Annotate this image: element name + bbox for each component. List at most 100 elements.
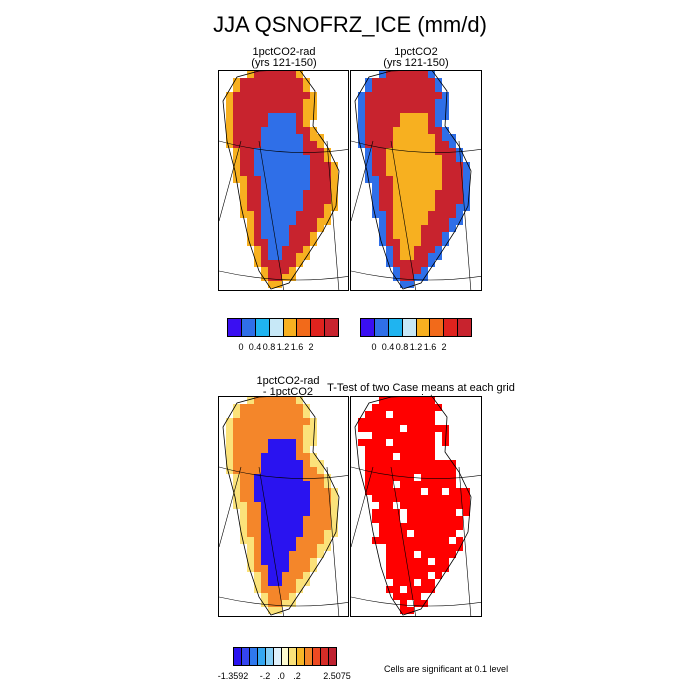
- map-cell: [407, 411, 414, 418]
- map-cell: [240, 85, 247, 92]
- map-cell: [261, 232, 268, 239]
- map-cell: [386, 85, 393, 92]
- map-cell: [268, 453, 275, 460]
- map-cell: [254, 537, 261, 544]
- map-cell: [275, 516, 282, 523]
- map-cell: [414, 509, 421, 516]
- map-cell: [261, 225, 268, 232]
- map-cell: [449, 162, 456, 169]
- map-cell: [268, 530, 275, 537]
- map-cell: [289, 148, 296, 155]
- map-cell: [407, 572, 414, 579]
- map-cell: [289, 134, 296, 141]
- map-cell: [261, 446, 268, 453]
- map-cell: [289, 85, 296, 92]
- map-cell: [268, 544, 275, 551]
- colorbar-tick-label: .2: [293, 671, 301, 681]
- map-cell: [435, 85, 442, 92]
- map-cell: [435, 460, 442, 467]
- colorbar-swatch: [430, 319, 444, 336]
- map-cell: [414, 183, 421, 190]
- map-cell: [282, 425, 289, 432]
- map-cell: [233, 439, 240, 446]
- map-cell: [400, 120, 407, 127]
- map-cell: [233, 120, 240, 127]
- map-cell: [303, 99, 310, 106]
- map-cell: [435, 155, 442, 162]
- map-cell: [261, 397, 268, 404]
- map-cell: [414, 481, 421, 488]
- map-cell: [254, 516, 261, 523]
- map-cell: [372, 134, 379, 141]
- map-cell: [379, 446, 386, 453]
- map-cell: [393, 85, 400, 92]
- map-cell: [247, 71, 254, 78]
- map-cell: [289, 169, 296, 176]
- map-cell: [379, 502, 386, 509]
- map-cell: [379, 467, 386, 474]
- map-cell: [463, 509, 470, 516]
- map-cell: [428, 218, 435, 225]
- map-cell: [268, 460, 275, 467]
- map-cell: [386, 460, 393, 467]
- map-cell: [275, 425, 282, 432]
- map-cell: [296, 432, 303, 439]
- map-cell: [386, 530, 393, 537]
- map-cell: [372, 162, 379, 169]
- map-cell: [442, 155, 449, 162]
- map-cell: [247, 176, 254, 183]
- map-cell: [428, 544, 435, 551]
- map-cell: [240, 404, 247, 411]
- map-cell: [310, 92, 317, 99]
- map-cell: [379, 113, 386, 120]
- map-cell: [463, 162, 470, 169]
- map-cell: [247, 120, 254, 127]
- colorbar-tick-label: .0: [277, 671, 285, 681]
- colorbar-tick-label: 2: [308, 342, 313, 352]
- map-cell: [449, 467, 456, 474]
- map-cell: [365, 113, 372, 120]
- map-cell: [240, 134, 247, 141]
- map-cell: [379, 169, 386, 176]
- map-cell: [310, 425, 317, 432]
- map-cell: [289, 120, 296, 127]
- map-cell: [414, 78, 421, 85]
- map-cell: [393, 418, 400, 425]
- map-cell: [400, 190, 407, 197]
- map-cell: [442, 232, 449, 239]
- map-cell: [261, 488, 268, 495]
- map-cell: [254, 204, 261, 211]
- map-cell: [400, 169, 407, 176]
- map-cell: [449, 183, 456, 190]
- map-cell: [254, 453, 261, 460]
- map-cell: [400, 467, 407, 474]
- map-cell: [428, 460, 435, 467]
- map-cell: [240, 197, 247, 204]
- map-cell: [428, 432, 435, 439]
- map-cell: [386, 204, 393, 211]
- map-cell: [261, 141, 268, 148]
- map-cell: [407, 134, 414, 141]
- colorbar-difference: [233, 647, 337, 666]
- map-cell: [421, 460, 428, 467]
- map-cell: [254, 232, 261, 239]
- map-cell: [303, 246, 310, 253]
- map-cell: [282, 183, 289, 190]
- map-cell: [303, 432, 310, 439]
- map-cell: [379, 537, 386, 544]
- map-cell: [449, 474, 456, 481]
- map-cell: [428, 439, 435, 446]
- colorbar-swatch: [242, 319, 256, 336]
- map-cell: [393, 586, 400, 593]
- map-cell: [365, 411, 372, 418]
- map-cell: [414, 162, 421, 169]
- map-cell: [407, 509, 414, 516]
- map-cell: [421, 190, 428, 197]
- map-cell: [372, 474, 379, 481]
- map-cell: [254, 488, 261, 495]
- map-cell: [393, 523, 400, 530]
- map-cell: [247, 425, 254, 432]
- map-cell: [289, 155, 296, 162]
- map-cell: [456, 204, 463, 211]
- map-cell: [268, 502, 275, 509]
